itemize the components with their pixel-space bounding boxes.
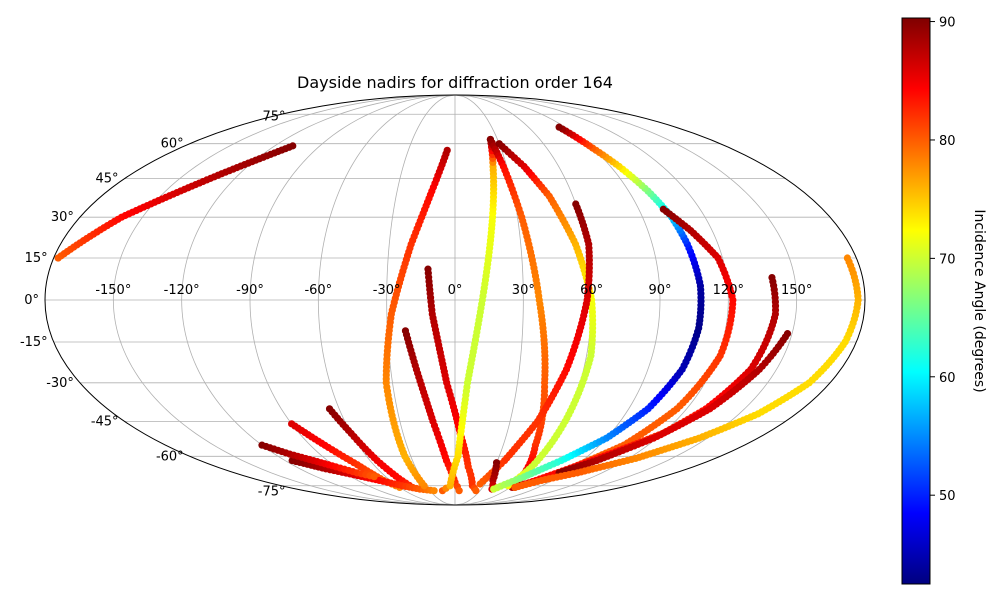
- lon-tick-label: -90°: [236, 283, 264, 298]
- lon-tick-label: 120°: [713, 283, 744, 298]
- lon-tick-label: 90°: [648, 283, 671, 298]
- colorbar-tick-label: 90: [939, 16, 956, 31]
- lon-gridline: [112, 95, 456, 505]
- lon-tick-label: 30°: [512, 283, 535, 298]
- lat-tick-label: -30°: [46, 376, 74, 391]
- colorbar: 50 60 70 80 90 Incidence Angle (degrees): [901, 16, 987, 585]
- data-point: [430, 487, 438, 495]
- lat-tick-label: 0°: [24, 293, 39, 308]
- data-point: [289, 142, 297, 150]
- data-point: [555, 123, 563, 131]
- colorbar-ticks: 50 60 70 80 90: [930, 16, 956, 504]
- lon-tick-label: 0°: [448, 283, 463, 298]
- colorbar-tick-label: 60: [939, 371, 956, 386]
- lon-gridline: [454, 95, 798, 505]
- colorbar-label: Incidence Angle (degrees): [971, 209, 987, 392]
- chart-title: Dayside nadirs for diffraction order 164: [297, 73, 613, 92]
- lat-tick-label: 30°: [51, 210, 74, 225]
- data-points: [54, 123, 862, 495]
- data-point: [476, 480, 484, 488]
- map-grid: [45, 95, 865, 505]
- lat-tick-label: 15°: [25, 251, 48, 266]
- data-point: [511, 483, 519, 492]
- lon-tick-label: 150°: [781, 283, 812, 298]
- lon-tick-label: -30°: [373, 283, 401, 298]
- lat-tick-label: 75°: [262, 109, 285, 124]
- lon-gridline: [181, 95, 456, 505]
- lat-tick-label: -15°: [20, 335, 48, 350]
- lon-gridline: [386, 95, 456, 505]
- data-point: [443, 146, 451, 154]
- data-point: [370, 473, 378, 481]
- lat-tick-label: -45°: [91, 414, 119, 429]
- lat-tick-label: 60°: [161, 137, 184, 152]
- colorbar-gradient: [901, 17, 931, 585]
- map-boundary: [44, 94, 866, 506]
- lon-tick-label: -120°: [164, 283, 200, 298]
- lon-gridline: [249, 95, 456, 505]
- colorbar-tick-label: 50: [939, 489, 956, 504]
- colorbar-tick-label: 80: [939, 134, 956, 149]
- lat-tick-label: 45°: [96, 172, 119, 187]
- axis-ticks: -150° -120° -90° -60° -30° 0° 30° 60° 90° 120° 150…: [20, 109, 812, 499]
- data-point: [455, 487, 463, 495]
- lon-gridline: [317, 95, 456, 505]
- lat-tick-label: -75°: [258, 485, 286, 500]
- lon-tick-label: -60°: [304, 283, 332, 298]
- lat-tick-label: -60°: [156, 449, 184, 464]
- lon-tick-label: 60°: [580, 283, 603, 298]
- data-point: [472, 487, 480, 495]
- colorbar-tick-label: 70: [939, 252, 956, 267]
- lon-tick-label: -150°: [95, 283, 131, 298]
